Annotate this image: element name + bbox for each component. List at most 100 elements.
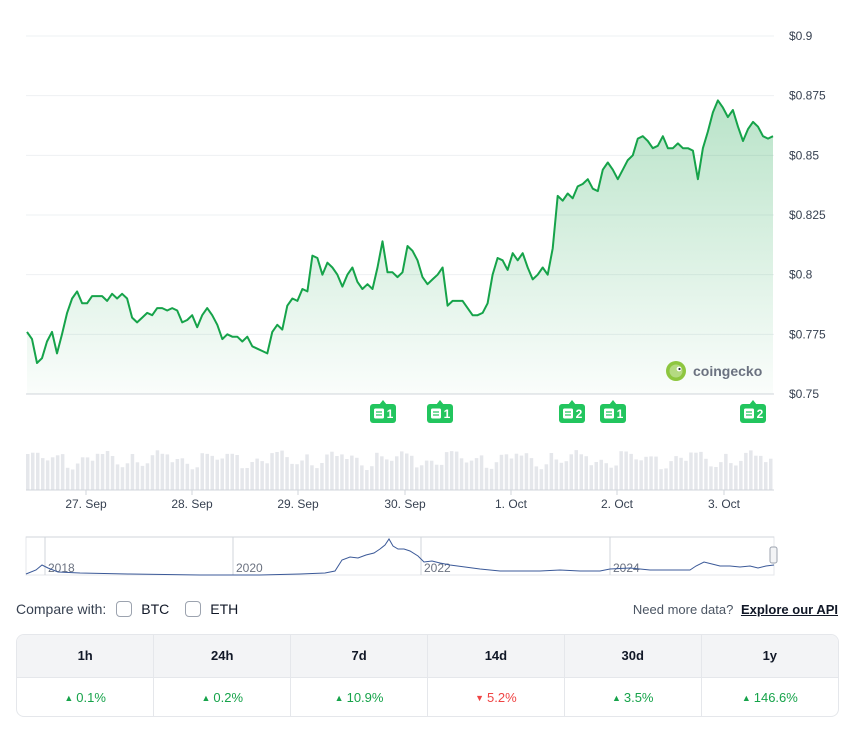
volume-bar [230,453,234,490]
range-navigator[interactable]: 2018 2020 2022 2024 [25,536,778,576]
volume-bar [479,455,484,490]
perf-header-14d: 14d [427,635,565,677]
volume-bar [509,458,514,490]
volume-bar [654,456,658,490]
news-icon [604,408,614,419]
volume-bar [340,454,344,490]
caret-up-icon: ▲ [611,692,621,703]
y-tick-label: $0.85 [789,148,819,162]
volume-bar [395,456,399,490]
volume-bar [659,469,663,490]
event-marker[interactable]: 2 [559,400,585,423]
perf-value-text: 3.5% [623,689,654,705]
volume-bar [689,452,693,490]
compare-btc-checkbox[interactable]: BTC [116,601,169,617]
price-series-line [26,99,774,364]
volume-bar [345,459,349,490]
volume-bar [484,467,489,490]
volume-bar [36,452,40,490]
price-chart[interactable]: $0.9 $0.875 $0.85 $0.825 $0.8 $0.775 $0.75 coi… [0,0,866,590]
volume-bar [190,469,195,490]
volume-bar [185,463,190,490]
volume-bar [255,458,259,490]
range-handle[interactable] [769,546,778,564]
volume-bar [41,458,45,490]
volume-bar [110,456,115,490]
volume-bar [664,468,668,490]
volume-bar [604,463,608,490]
volume-bar [385,459,389,490]
volume-bar [444,452,449,490]
volume-bar [734,465,738,490]
volume-bar [145,463,150,490]
volume-bar [350,455,354,490]
perf-header-7d: 7d [290,635,428,677]
compare-row: Compare with: BTC ETH Need more data? Ex… [16,598,838,620]
volume-bar [584,456,588,490]
volume-bar [105,451,110,490]
svg-text:coingecko: coingecko [693,363,762,379]
volume-bar [529,458,534,490]
volume-bar [410,455,414,490]
perf-value-1y: ▲ 146.6% [701,676,838,716]
x-tick-label: 30. Sep [384,497,426,511]
volume-bar [140,465,145,490]
volume-bar [280,450,284,490]
volume-bar [569,454,573,490]
volume-bar [290,463,294,490]
volume-bar [494,462,499,490]
overview-series-line [25,538,775,576]
compare-eth-checkbox[interactable]: ETH [185,601,238,617]
x-tick-label: 29. Sep [277,497,319,511]
volume-bar [130,454,135,490]
volume-bar [75,463,80,490]
volume-bar [719,462,723,490]
volume-bar [729,463,733,490]
checkbox-icon[interactable] [185,601,202,617]
volume-bar [629,453,633,490]
perf-header-1y: 1y [701,635,838,677]
event-marker[interactable]: 1 [600,400,626,423]
volume-bar [180,458,185,490]
perf-value-30d: ▲ 3.5% [564,676,702,716]
event-marker[interactable]: 1 [370,400,396,423]
volume-bar [26,454,30,490]
volume-bar [609,467,613,490]
volume-bar [165,454,170,490]
nav-year-label: 2018 [48,561,75,575]
volume-bar [400,451,404,490]
volume-bar [424,460,429,490]
volume-bar [220,458,224,490]
y-tick-label: $0.875 [789,89,826,103]
volume-bar [764,462,768,490]
checkbox-icon[interactable] [116,601,133,617]
nav-year-label: 2022 [424,561,451,575]
event-marker[interactable]: 1 [427,400,453,423]
event-marker[interactable]: 2 [740,400,766,423]
volume-bar [320,463,324,490]
volume-bar [135,462,140,490]
news-icon [744,408,754,419]
perf-header-24h: 24h [153,635,292,677]
volume-bar [365,470,369,490]
volume-bar [684,460,688,490]
perf-value-text: 146.6% [753,689,798,705]
marker-pointer [436,400,444,405]
explore-api-link[interactable]: Explore our API [740,601,838,617]
volume-bar [749,450,753,490]
volume-bar [245,468,249,490]
volume-bar [160,453,165,490]
y-tick-label: $0.825 [789,208,826,222]
volume-bar [469,460,474,490]
volume-bar [709,466,713,490]
volume-bar [534,466,539,490]
volume-bar [195,467,199,490]
volume-bar [754,455,758,490]
volume-bar [80,457,85,490]
volume-bar [769,458,773,490]
volume-bar [669,461,673,490]
volume-bar [539,469,544,490]
volume-bar [499,454,504,490]
marker-pointer [609,400,617,405]
volume-bar [574,450,578,490]
